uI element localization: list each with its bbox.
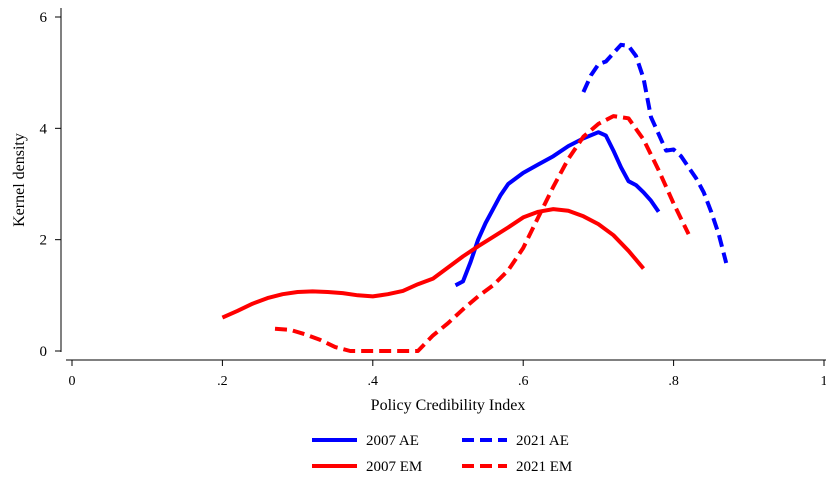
y-tick-label: 2 [40, 233, 48, 249]
x-tick-label: .4 [368, 374, 379, 389]
series-line-2007-ae [454, 130, 661, 288]
legend: 2007 AE 2021 AE 2007 EM 2021 EM [312, 433, 572, 475]
legend-label: 2021 AE [516, 433, 569, 449]
y-tick-label: 4 [40, 121, 48, 137]
x-tick-label: .2 [217, 374, 228, 389]
y-ticks: 0 2 4 6 [40, 10, 61, 360]
y-axis-label: Kernel density [11, 133, 28, 227]
series-line-2021-em [274, 114, 691, 353]
x-tick-label: 0 [69, 374, 76, 389]
x-axis-label: Policy Credibility Index [371, 397, 526, 414]
series-line-2021-ae [581, 42, 729, 264]
x-tick-label: .8 [668, 374, 679, 389]
y-tick-label: 6 [40, 10, 48, 26]
x-ticks: 0 .2 .4 .6 .8 1 [69, 360, 826, 389]
series-line-2007-em [221, 207, 646, 320]
y-tick-label: 0 [40, 344, 48, 360]
x-tick-label: .6 [518, 374, 529, 389]
legend-label: 2021 EM [516, 459, 572, 475]
legend-label: 2007 EM [366, 459, 422, 475]
series-lines [221, 42, 729, 353]
legend-label: 2007 AE [366, 433, 419, 449]
x-tick-label: 1 [821, 374, 826, 389]
